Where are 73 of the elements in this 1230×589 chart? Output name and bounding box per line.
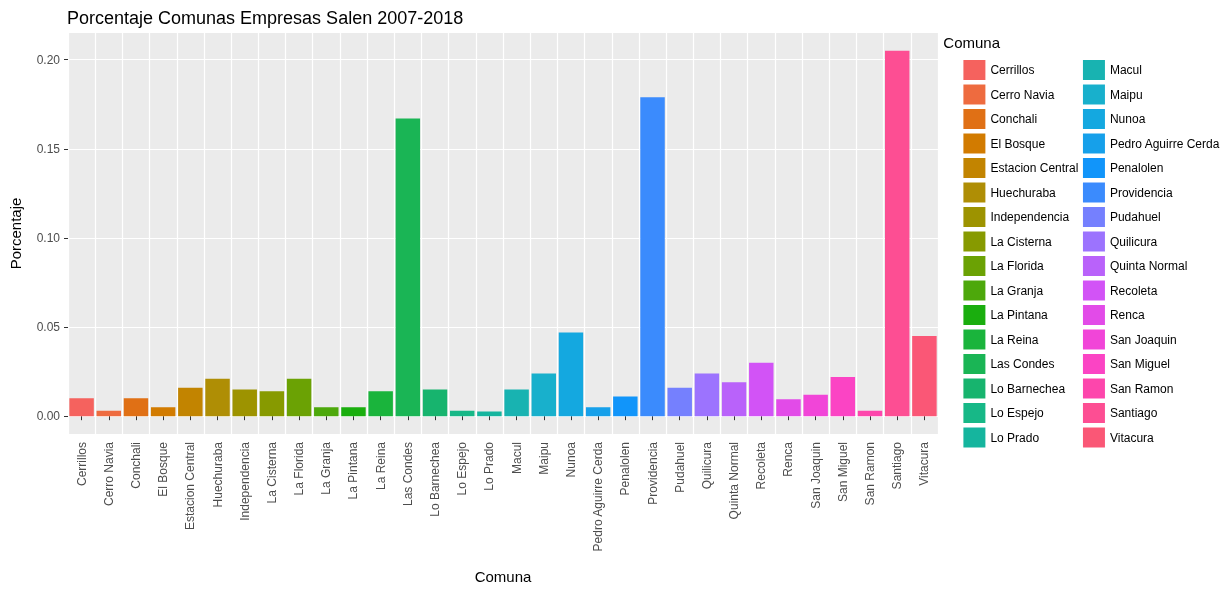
legend-label: Renca (1109, 308, 1145, 322)
legend-label: El Bosque (990, 136, 1046, 151)
legend-label: Quilicura (1109, 234, 1158, 249)
legend-label: Pedro Aguirre Cerda (1109, 136, 1220, 151)
y-tick-label: 0.05 (36, 320, 61, 335)
x-axis-title: Comuna (474, 568, 532, 585)
x-tick-label: Macul (509, 442, 524, 475)
x-tick-label: Estacion Central (183, 442, 198, 531)
x-tick-label: Huechuraba (210, 441, 225, 508)
x-tick-label: Pudahuel (672, 442, 687, 493)
legend-label: Lo Prado (990, 430, 1040, 445)
legend-label: Recoleta (1109, 283, 1158, 298)
legend-label: Huechuraba (990, 185, 1057, 200)
x-tick-label: Cerrillos (74, 442, 89, 487)
x-tick-label: Conchali (128, 442, 143, 489)
legend-label: La Reina (990, 332, 1039, 347)
x-tick-label: Lo Barnechea (428, 441, 443, 517)
legend-label: Quinta Normal (1109, 259, 1188, 273)
x-tick-label: El Bosque (156, 441, 171, 497)
legend-label: Santiago (1109, 406, 1158, 420)
legend-label: Lo Barnechea (990, 381, 1066, 396)
x-tick-label: La Granja (319, 441, 334, 495)
legend-label: San Joaquin (1109, 332, 1177, 347)
x-tick-label: Renca (781, 441, 796, 477)
x-tick-label: La Cisterna (264, 441, 279, 504)
legend-label: Cerrillos (990, 63, 1035, 77)
x-tick-label: Lo Prado (482, 441, 497, 491)
x-tick-label: Pedro Aguirre Cerda (591, 441, 606, 552)
x-tick-label: Vitacura (917, 441, 932, 486)
y-tick-label: 0.20 (36, 52, 61, 67)
x-tick-label: Independencia (237, 441, 252, 521)
y-axis-title: Porcentaje (7, 197, 24, 270)
x-tick-label: La Florida (292, 441, 307, 496)
legend-label: San Miguel (1109, 357, 1170, 371)
x-tick-label: San Joaquin (808, 442, 823, 509)
x-tick-label: Santiago (890, 441, 905, 490)
x-tick-label: Maipu (536, 442, 551, 475)
x-tick-label: Penalolen (618, 442, 633, 496)
legend-label: La Granja (990, 283, 1044, 298)
x-tick-label: Las Condes (400, 442, 415, 507)
x-tick-label: Providencia (645, 441, 660, 505)
x-tick-label: Quilicura (699, 441, 714, 490)
y-tick-label: 0.00 (36, 409, 61, 424)
legend-label: Nunoa (1109, 112, 1146, 126)
x-tick-label: Nunoa (563, 441, 578, 478)
x-tick-label: Quinta Normal (727, 442, 742, 520)
legend-label: Macul (1109, 63, 1142, 77)
legend-label: Estacion Central (990, 161, 1079, 175)
legend-label: La Florida (990, 259, 1045, 273)
y-tick-label: 0.15 (36, 141, 61, 156)
legend-label: Las Condes (990, 357, 1055, 371)
legend-label: Maipu (1109, 87, 1143, 102)
legend-label: Providencia (1109, 185, 1173, 200)
x-tick-label: La Reina (373, 441, 388, 491)
x-tick-label: Recoleta (754, 441, 769, 490)
legend-label: La Pintana (990, 308, 1049, 322)
x-tick-label: Lo Espejo (455, 441, 470, 496)
y-tick-label: 0.10 (36, 230, 61, 245)
x-tick-label: San Miguel (835, 442, 850, 503)
x-tick-label: La Pintana (346, 441, 361, 500)
legend-label: Lo Espejo (990, 406, 1045, 420)
legend-label: Conchali (990, 112, 1038, 126)
x-tick-label: San Ramon (863, 442, 878, 506)
legend-label: Pudahuel (1109, 210, 1161, 224)
legend-label: Independencia (990, 210, 1070, 224)
legend-label: San Ramon (1109, 381, 1174, 396)
legend-label: La Cisterna (990, 234, 1053, 249)
legend-label: Vitacura (1109, 430, 1155, 445)
legend-title: Comuna (943, 34, 1001, 51)
chart-title: Porcentaje Comunas Empresas Salen 2007-2018 (67, 8, 464, 28)
legend-label: Cerro Navia (990, 87, 1055, 102)
legend-label: Penalolen (1109, 161, 1164, 175)
x-tick-label: Cerro Navia (101, 441, 116, 507)
